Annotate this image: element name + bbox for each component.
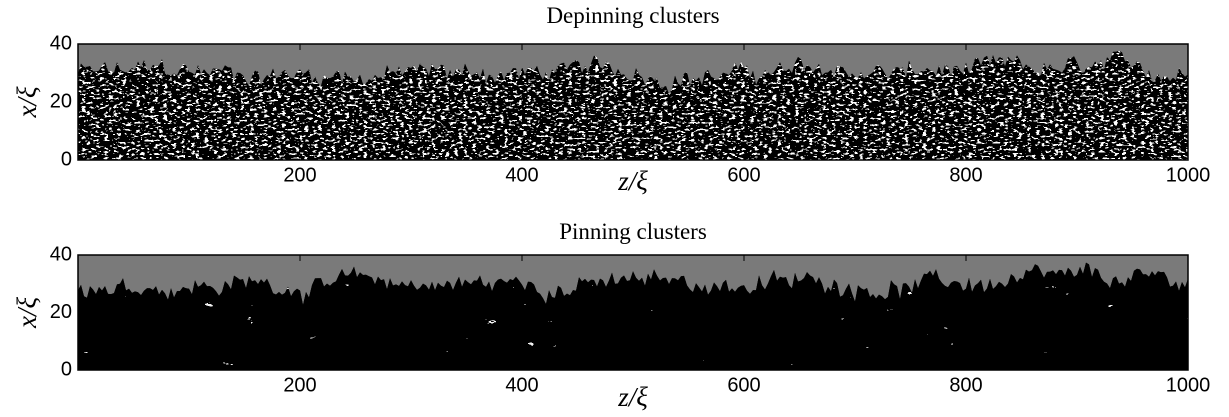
y-tick-label: 40 <box>50 243 72 265</box>
x-tick-label: 600 <box>727 374 760 396</box>
x-tick-label: 1000 <box>1166 374 1211 396</box>
y-axis-label: x/ξ <box>12 86 42 118</box>
x-tick-label: 800 <box>949 374 982 396</box>
x-tick-label: 400 <box>505 164 538 186</box>
figure: Depinning clusters200400600800100002040z… <box>0 0 1229 417</box>
y-tick-label: 20 <box>50 90 72 112</box>
x-tick-label: 400 <box>505 374 538 396</box>
panel-title: Depinning clusters <box>546 3 719 28</box>
y-tick-label: 0 <box>61 148 72 170</box>
x-tick-label: 800 <box>949 164 982 186</box>
x-tick-label: 200 <box>283 164 316 186</box>
panel-title: Pinning clusters <box>559 219 707 244</box>
x-tick-label: 600 <box>727 164 760 186</box>
y-axis-label: x/ξ <box>12 297 42 329</box>
y-tick-label: 20 <box>50 301 72 323</box>
x-axis-label: z/ξ <box>617 166 648 196</box>
x-tick-label: 200 <box>283 374 316 396</box>
y-tick-label: 40 <box>50 32 72 54</box>
x-tick-label: 1000 <box>1166 164 1211 186</box>
y-tick-label: 0 <box>61 358 72 380</box>
x-axis-label: z/ξ <box>617 382 648 412</box>
